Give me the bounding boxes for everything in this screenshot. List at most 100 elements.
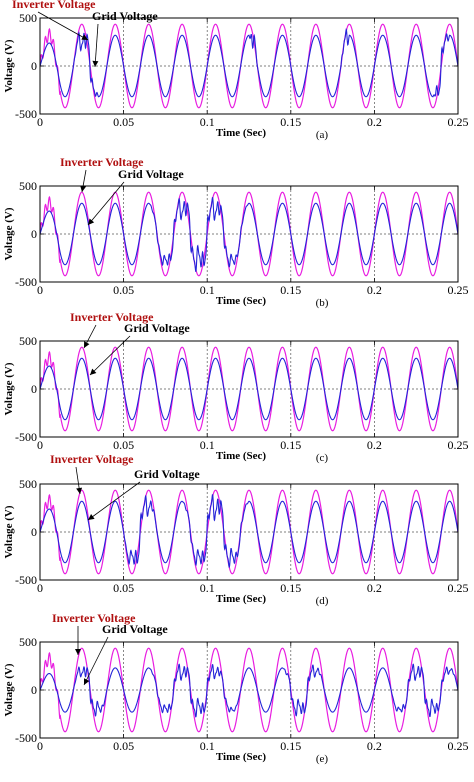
x-tick-label: 0.25 <box>448 739 469 753</box>
x-tick-label: 0.15 <box>280 438 301 452</box>
y-tick-label: 0 <box>31 59 37 73</box>
x-axis-label: Time (Sec) <box>216 127 267 139</box>
panel-label: (e) <box>316 753 329 765</box>
grid-voltage-annotation: Grid Voltage <box>124 321 190 335</box>
x-tick-label: 0.1 <box>200 115 215 129</box>
x-tick-label: 0.15 <box>280 581 301 595</box>
y-tick-label: 0 <box>31 683 37 697</box>
series-line-inverter-voltage <box>40 191 458 277</box>
inverter-voltage-annotation: Inverter Voltage <box>50 452 134 466</box>
y-tick-label: 500 <box>19 334 37 348</box>
series-line-grid-voltage <box>40 663 458 718</box>
x-tick-label: 0.15 <box>280 283 301 297</box>
grid-arrow-line <box>89 335 131 376</box>
inverter-arrow-line <box>37 11 89 41</box>
x-tick-label: 0.05 <box>113 739 134 753</box>
series-line-inverter-voltage <box>40 23 458 109</box>
grid-arrow-line <box>94 23 99 68</box>
y-axis-label: Voltage (V) <box>3 663 15 716</box>
panel-label: (d) <box>316 595 329 607</box>
x-tick-label: 0.2 <box>367 283 382 297</box>
x-axis-label: Time (Sec) <box>216 450 267 462</box>
x-tick-label: 0.15 <box>280 115 301 129</box>
x-tick-label: 0.25 <box>448 283 469 297</box>
series-line-inverter-voltage <box>40 647 458 733</box>
panel-label: (a) <box>316 129 329 141</box>
grid-arrow-head <box>88 218 95 225</box>
x-tick-label: 0.2 <box>367 581 382 595</box>
series-line-inverter-voltage <box>40 346 458 432</box>
inverter-arrow-head <box>80 185 87 192</box>
x-tick-label: 0 <box>37 283 43 297</box>
panel-label: (b) <box>316 297 329 309</box>
inverter-arrow-head <box>75 649 81 655</box>
grid-arrow-line <box>87 181 125 226</box>
y-axis-label: Voltage (V) <box>3 505 15 558</box>
x-tick-label: 0.25 <box>448 438 469 452</box>
y-axis-label: Voltage (V) <box>3 39 15 92</box>
y-tick-label: 500 <box>19 11 37 25</box>
grid-arrow-head <box>84 678 90 685</box>
inverter-arrow-head <box>81 34 88 40</box>
x-tick-label: 0.1 <box>200 283 215 297</box>
grid-arrow-head <box>92 60 99 67</box>
inverter-arrow-head <box>76 487 83 494</box>
x-axis-label: Time (Sec) <box>216 751 267 763</box>
y-tick-label: 500 <box>19 477 37 491</box>
inverter-voltage-annotation: Inverter Voltage <box>12 0 96 11</box>
x-tick-label: 0.1 <box>200 739 215 753</box>
series-line-grid-voltage <box>40 357 458 421</box>
grid-arrow-line <box>87 481 141 521</box>
y-tick-label: -500 <box>15 275 37 289</box>
y-tick-label: 0 <box>31 227 37 241</box>
x-tick-label: 0.05 <box>113 115 134 129</box>
x-tick-label: 0 <box>37 739 43 753</box>
inverter-voltage-annotation: Inverter Voltage <box>52 611 136 625</box>
x-axis-label: Time (Sec) <box>216 593 267 605</box>
x-tick-label: 0.05 <box>113 438 134 452</box>
grid-voltage-annotation: Grid Voltage <box>92 9 158 23</box>
series-line-grid-voltage <box>40 494 458 568</box>
y-tick-label: -500 <box>15 107 37 121</box>
x-tick-label: 0.2 <box>367 739 382 753</box>
grid-voltage-annotation: Grid Voltage <box>134 467 200 481</box>
x-tick-label: 0 <box>37 438 43 452</box>
grid-arrow-line <box>83 636 109 686</box>
x-axis-label: Time (Sec) <box>216 295 267 307</box>
x-tick-label: 0.2 <box>367 438 382 452</box>
y-axis-label: Voltage (V) <box>3 207 15 260</box>
grid-arrow-head <box>88 514 95 520</box>
inverter-arrow-head <box>84 341 90 348</box>
y-tick-label: -500 <box>15 573 37 587</box>
series-line-grid-voltage <box>40 197 458 273</box>
y-tick-label: 500 <box>19 635 37 649</box>
grid-arrow-head <box>90 368 97 375</box>
x-tick-label: 0.05 <box>113 581 134 595</box>
x-tick-label: 0.15 <box>280 739 301 753</box>
x-tick-label: 0 <box>37 581 43 595</box>
inverter-voltage-annotation: Inverter Voltage <box>70 310 154 324</box>
series-line-inverter-voltage <box>40 489 458 575</box>
inverter-voltage-annotation: Inverter Voltage <box>60 155 144 169</box>
x-tick-label: 0.25 <box>448 581 469 595</box>
x-tick-label: 0.1 <box>200 581 215 595</box>
x-tick-label: 0.25 <box>448 115 469 129</box>
series-line-grid-voltage <box>40 27 458 98</box>
y-tick-label: 500 <box>19 179 37 193</box>
y-axis-label: Voltage (V) <box>3 362 15 415</box>
y-tick-label: -500 <box>15 430 37 444</box>
y-tick-label: 0 <box>31 382 37 396</box>
panel-label: (c) <box>316 452 329 464</box>
grid-voltage-annotation: Grid Voltage <box>118 167 184 181</box>
x-tick-label: 0.2 <box>367 115 382 129</box>
x-tick-label: 0.1 <box>200 438 215 452</box>
y-tick-label: 0 <box>31 525 37 539</box>
x-tick-label: 0.05 <box>113 283 134 297</box>
y-tick-label: -500 <box>15 731 37 745</box>
